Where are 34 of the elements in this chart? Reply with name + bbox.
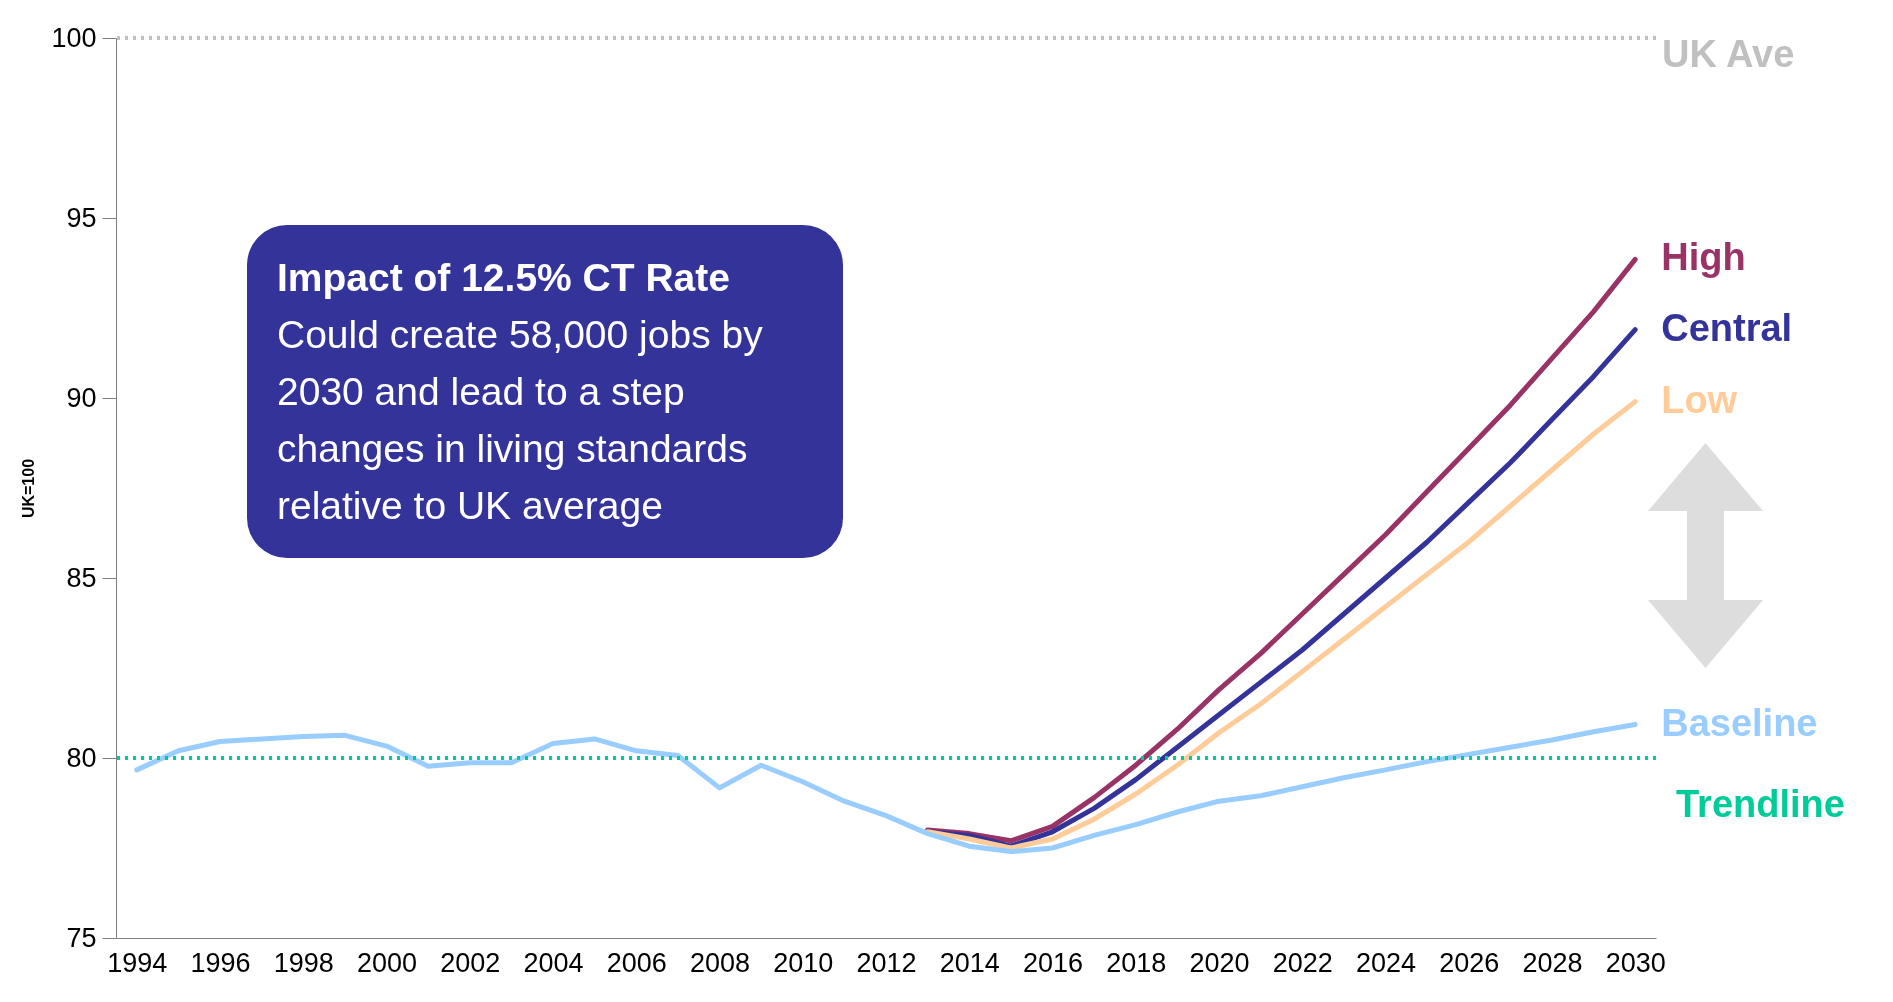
x-tick-label: 2014 xyxy=(939,947,1000,978)
annotation: Impact of 12.5% CT Rate xyxy=(277,255,731,301)
y-tick-label: 80 xyxy=(66,742,97,773)
x-tick-label: 2006 xyxy=(606,947,667,978)
ref-line-label: UK Ave xyxy=(1662,33,1795,75)
x-tick-label: 2002 xyxy=(440,947,501,978)
x-tick-label: 2004 xyxy=(523,947,584,978)
x-tick-label: 2016 xyxy=(1022,947,1084,978)
series-label: High xyxy=(1661,236,1746,279)
x-tick-label: 2028 xyxy=(1522,947,1583,978)
x-tick-label: 2018 xyxy=(1106,947,1167,978)
y-tick-label: 75 xyxy=(66,922,97,953)
x-tick-label: 2026 xyxy=(1439,947,1500,978)
x-tick-label: 1996 xyxy=(190,947,251,978)
x-tick-label: 2022 xyxy=(1272,947,1333,978)
y-tick-label: 85 xyxy=(66,562,97,593)
annotation: Could create 58,000 jobs by 2030 and lead to a step changes in living standards relative to UK average xyxy=(277,313,763,527)
x-tick-label: 2000 xyxy=(357,947,418,978)
x-tick-label: 2024 xyxy=(1355,947,1416,978)
y-tick-label: 100 xyxy=(51,22,97,53)
x-tick-label: 2012 xyxy=(856,947,917,978)
x-tick-label: 2010 xyxy=(773,947,834,978)
x-tick-label: 1994 xyxy=(107,947,168,978)
y-tick-label: 95 xyxy=(66,202,97,233)
series-label: Baseline xyxy=(1661,701,1818,744)
y-axis-title: UK=100 xyxy=(20,458,38,519)
x-tick-label: 2008 xyxy=(689,947,751,978)
x-tick-label: 2020 xyxy=(1189,947,1250,978)
series-label: Low xyxy=(1661,378,1738,421)
y-tick-label: 90 xyxy=(66,382,97,413)
series-label: Central xyxy=(1661,306,1793,349)
x-tick-label: 1998 xyxy=(273,947,334,978)
x-tick-label: 2030 xyxy=(1605,947,1666,978)
ref-line-label: Trendline xyxy=(1676,783,1845,825)
